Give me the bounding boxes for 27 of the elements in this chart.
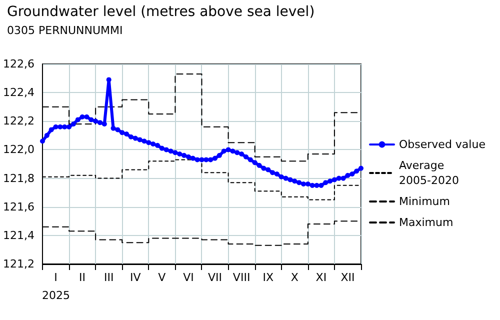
- x-tick-label: X: [290, 271, 299, 284]
- x-tick-label: V: [158, 271, 166, 284]
- y-tick-label: 121,8: [2, 172, 34, 185]
- x-tick-label: III: [104, 271, 114, 284]
- chart-subtitle: 0305 PERNUNNUMMI: [7, 24, 123, 37]
- chart-title: Groundwater level (metres above sea level): [7, 4, 315, 20]
- legend-label: Minimum: [399, 195, 450, 208]
- y-tick-label: 121,2: [2, 258, 34, 270]
- legend-label: Observed value: [399, 138, 486, 151]
- y-tick-label: 122,4: [2, 86, 34, 100]
- x-tick-label: I: [54, 271, 58, 284]
- x-tick-label: IX: [262, 271, 274, 284]
- x-tick-label: VII: [208, 271, 222, 284]
- x-tick-label: XII: [340, 271, 355, 284]
- x-tick-label: II: [79, 271, 86, 284]
- x-tick-label: XI: [316, 271, 327, 284]
- y-tick-label: 121,4: [2, 228, 34, 242]
- x-tick-label: VIII: [232, 271, 250, 284]
- y-tick-label: 122,0: [2, 143, 34, 156]
- y-tick-label: 122,2: [2, 114, 34, 128]
- y-tick-label: 122,6: [2, 58, 34, 70]
- y-tick-label: 121,6: [2, 200, 34, 214]
- x-tick-label: VI: [183, 271, 194, 284]
- legend-label: Maximum: [399, 216, 454, 229]
- legend-label: Average 2005-2020: [399, 159, 459, 187]
- x-axis-title: 2025: [42, 289, 70, 302]
- x-tick-label: IV: [130, 271, 142, 284]
